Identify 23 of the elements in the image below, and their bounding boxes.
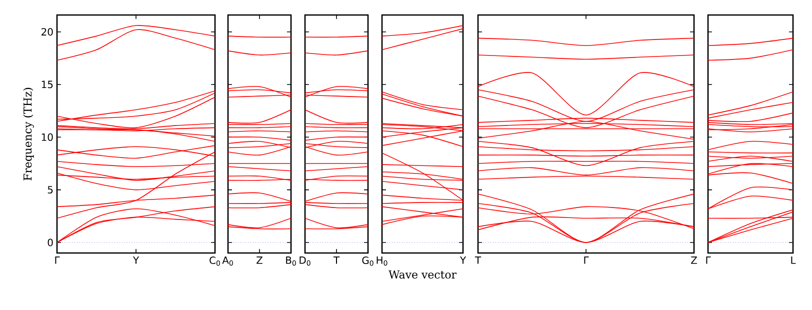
x-tick-label: Y (132, 256, 140, 264)
x-tick-label: T (474, 256, 482, 264)
y-axis-title: Frequency (THz) (23, 88, 34, 180)
y-tick-label: 10 (42, 133, 53, 141)
x-tick-label: H$_{0}$ (376, 256, 388, 266)
x-tick-label: G$_{0}$ (362, 256, 374, 266)
x-tick-label: Z (256, 256, 262, 264)
x-tick-label: A$_{0}$ (222, 256, 233, 266)
x-tick-label: D$_{0}$ (300, 256, 310, 266)
x-tick-label: Z (691, 256, 697, 264)
x-tick-label: L (791, 256, 796, 264)
y-tick-label: 5 (48, 186, 53, 194)
x-tick-label: Γ (55, 256, 60, 264)
x-tick-label: T (333, 256, 340, 264)
x-tick-label: Y (460, 256, 466, 264)
x-tick-label: C$_{0}$ (210, 256, 220, 266)
x-tick-label: B$_{0}$ (286, 256, 296, 266)
x-tick-label: Γ (706, 256, 711, 264)
x-axis-title: Wave vector (388, 270, 457, 279)
y-tick-label: 20 (42, 28, 53, 36)
y-tick-label: 0 (48, 238, 53, 246)
x-tick-label: Γ (584, 256, 589, 264)
y-tick-label: 15 (42, 80, 53, 88)
